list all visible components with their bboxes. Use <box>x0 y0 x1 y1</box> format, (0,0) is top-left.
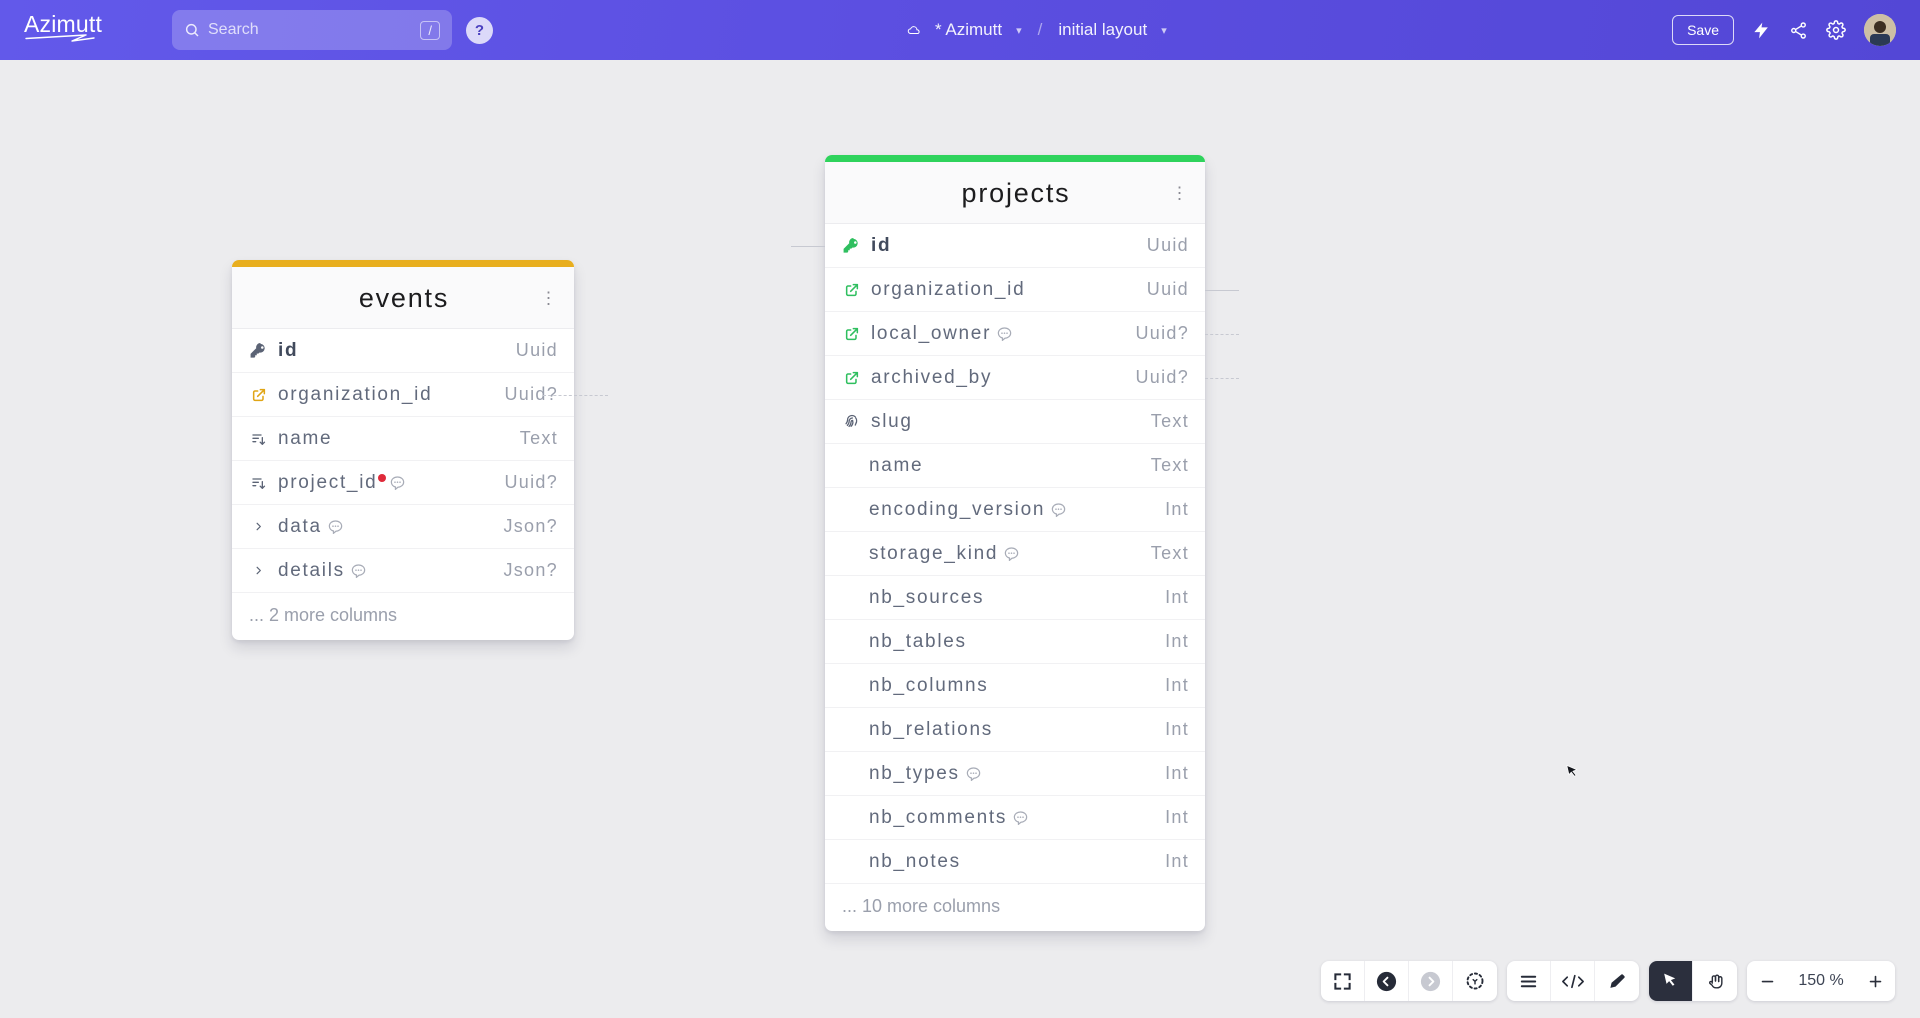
svg-text:Azimutt: Azimutt <box>24 11 102 37</box>
